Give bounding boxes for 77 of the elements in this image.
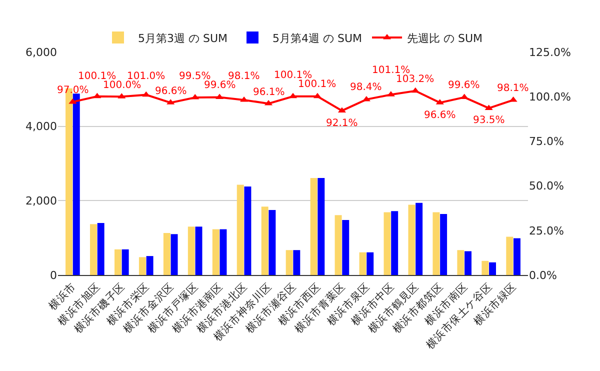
point: [191, 94, 200, 100]
bar: [146, 256, 154, 275]
bar: [514, 238, 520, 275]
legend-label: 先週比 の SUM: [407, 32, 483, 45]
point: [68, 98, 77, 104]
data-label: 99.5%: [179, 71, 211, 82]
bar: [482, 260, 489, 275]
data-label: 98.1%: [497, 83, 529, 94]
bar: [72, 94, 80, 275]
data-label: 101.1%: [372, 65, 410, 76]
data-label: 96.6%: [155, 86, 187, 97]
y-tick-label: 0: [50, 268, 57, 282]
point: [142, 91, 150, 97]
bar: [310, 178, 318, 275]
data-label: 100.0%: [103, 80, 142, 91]
y2-tick-label: 0.0%: [529, 268, 557, 282]
y2-tick-label: 50.0%: [529, 180, 564, 193]
point: [460, 94, 468, 100]
bar: [318, 178, 325, 275]
bar: [268, 210, 276, 275]
data-label: 93.5%: [473, 115, 505, 126]
bar: [506, 236, 514, 275]
data-label: 100.1%: [78, 71, 116, 82]
bar: [97, 222, 104, 275]
bar: [170, 234, 178, 275]
y-tick-label: 2,000: [26, 194, 57, 208]
data-label: 103.2%: [396, 74, 434, 85]
bar: [114, 249, 122, 275]
bar: [366, 252, 374, 275]
data-label: 92.1%: [326, 118, 358, 129]
bar: [236, 184, 244, 275]
bar: [464, 251, 472, 275]
bar: [286, 250, 293, 275]
bar: [138, 257, 146, 275]
bar: [432, 212, 440, 275]
bar: [261, 206, 268, 275]
bar: [220, 229, 227, 275]
bar: [440, 214, 448, 275]
data-label: 98.1%: [228, 71, 260, 82]
y2-tick-label: 125.0%: [529, 46, 571, 59]
bar: [334, 215, 342, 275]
legend-label: 5月第4週 の SUM: [272, 32, 362, 45]
bar: [293, 250, 300, 275]
bar: [359, 252, 366, 275]
legend-label: 5月第3週 の SUM: [138, 32, 228, 45]
data-label: 99.6%: [448, 80, 480, 91]
bar: [489, 262, 496, 275]
data-label: 99.6%: [204, 80, 236, 91]
bar: [391, 211, 398, 275]
y-tick-label: 4,000: [26, 120, 57, 134]
point: [240, 96, 248, 102]
bar: [384, 212, 391, 275]
bar: [457, 250, 464, 275]
y2-tick-label: 25.0%: [529, 224, 564, 238]
data-label: 96.6%: [424, 110, 456, 121]
y-tick-label: 6,000: [26, 46, 57, 59]
bar: [342, 220, 350, 275]
point: [216, 94, 224, 100]
bar: [195, 226, 202, 275]
bar: [163, 233, 170, 275]
bar: [212, 229, 220, 275]
y2-tick-label: 75.0%: [529, 135, 564, 148]
data-label: 101.0%: [127, 71, 166, 82]
data-label: 100.1%: [274, 70, 312, 81]
data-label: 96.1%: [253, 87, 285, 98]
point: [411, 87, 420, 93]
bar: [408, 204, 416, 275]
bar: [90, 224, 97, 275]
bar: [122, 249, 129, 275]
data-label: 98.4%: [350, 82, 382, 93]
bar: [188, 226, 195, 275]
point: [362, 96, 370, 102]
bar: [416, 202, 423, 275]
bar: [244, 186, 252, 275]
point: [93, 92, 102, 98]
y2-tick-label: 100.0%: [529, 90, 571, 104]
data-label: 100.1%: [298, 79, 336, 90]
